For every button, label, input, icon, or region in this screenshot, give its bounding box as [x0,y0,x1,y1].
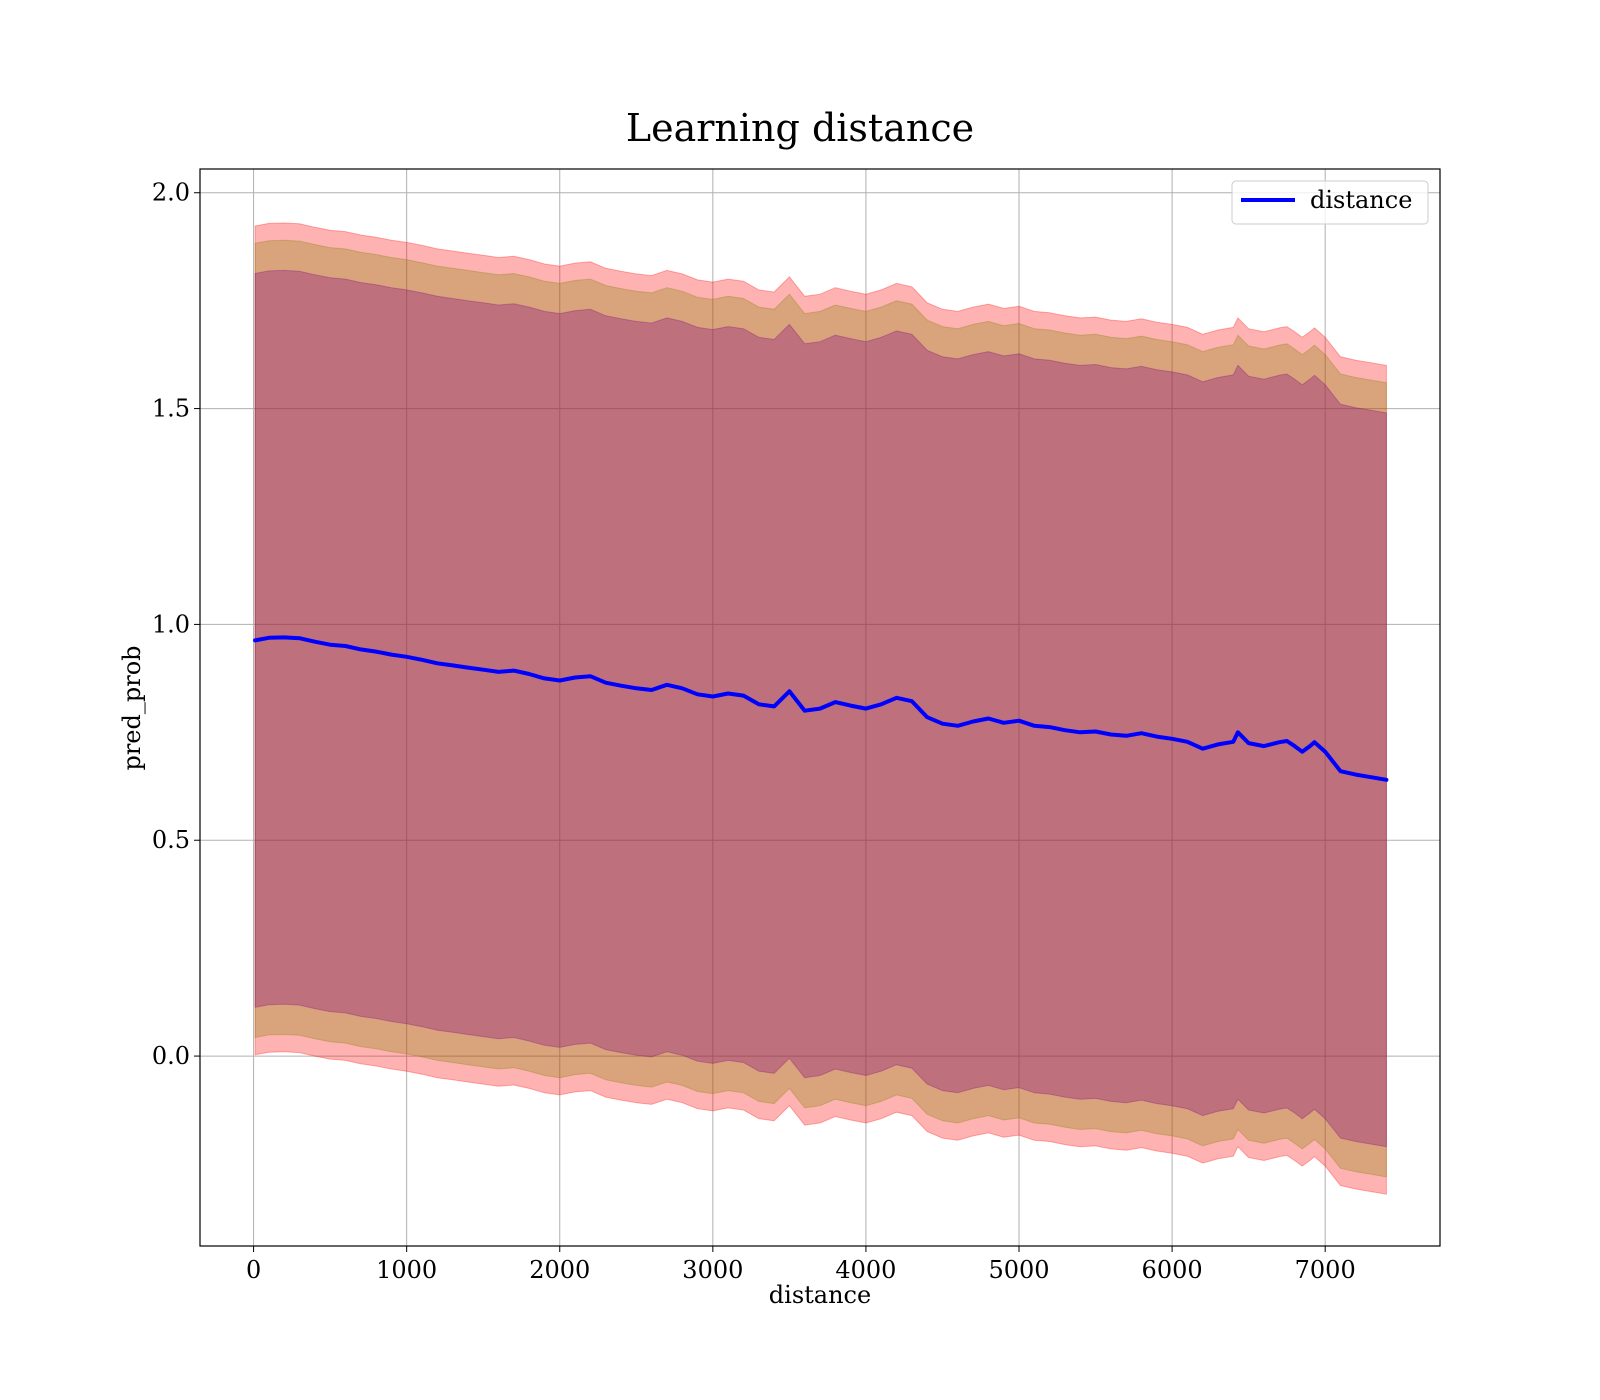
series-lines [253,635,1389,782]
chart-title: Learning distance [626,106,974,150]
x-tick-label: 0 [246,1256,261,1284]
y-tick-label: 1.0 [152,610,190,638]
x-tick-label: 5000 [988,1256,1049,1284]
series-line-distance [253,635,1389,782]
y-tick-label: 1.5 [152,395,190,423]
y-tick-label: 0.0 [152,1042,190,1070]
y-axis-label: pred_prob [118,645,146,770]
x-axis-label: distance [769,1281,871,1309]
y-tick-label: 0.5 [152,826,190,854]
legend-label-distance: distance [1310,186,1412,214]
x-tick-label: 3000 [682,1256,743,1284]
x-tick-label: 6000 [1142,1256,1203,1284]
plot-frame [199,168,1441,1247]
x-tick-label: 1000 [376,1256,437,1284]
x-tick-label: 7000 [1295,1256,1356,1284]
grid [200,169,1440,1246]
legend-box [1231,180,1429,225]
x-tick-label: 4000 [835,1256,896,1284]
legend: distance [1231,180,1429,225]
y-tick-label: 2.0 [152,179,190,207]
ticks: 0 1000 2000 3000 4000 5000 6000 7000 0.0 0.5 1.0 1.… [152,179,1356,1284]
x-tick-label: 2000 [529,1256,590,1284]
